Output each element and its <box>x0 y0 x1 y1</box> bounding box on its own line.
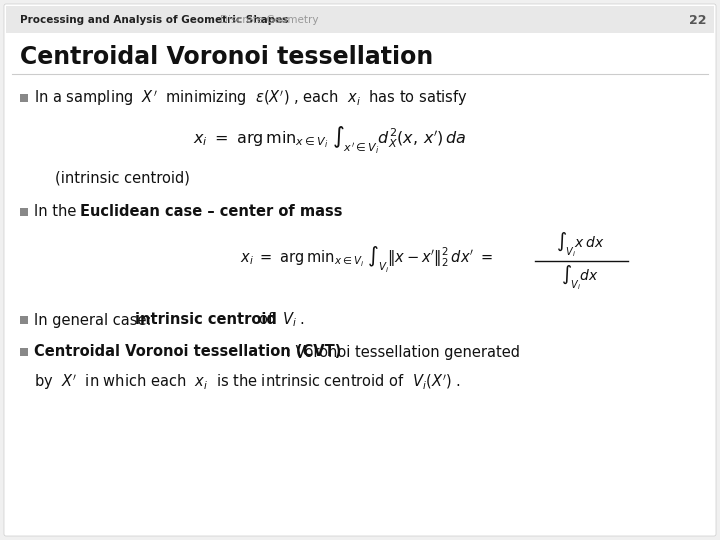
FancyBboxPatch shape <box>4 4 716 536</box>
Text: of  $V_i$ .: of $V_i$ . <box>254 310 305 329</box>
Text: In a sampling  $X'$  minimizing  $\varepsilon(X')$ , each  $x_i$  has to satisfy: In a sampling $X'$ minimizing $\varepsil… <box>34 88 468 108</box>
Text: $x_i \ = \ \mathrm{arg\,min}_{x \in V_i}\ \int_{x' \in V_i} d^2_X(x,\,x')\,da$: $x_i \ = \ \mathrm{arg\,min}_{x \in V_i}… <box>193 124 467 156</box>
Text: Centroidal Voronoi tessellation: Centroidal Voronoi tessellation <box>20 45 433 69</box>
Text: Processing and Analysis of Geometric Shapes: Processing and Analysis of Geometric Sha… <box>20 15 289 25</box>
Text: 22: 22 <box>688 14 706 26</box>
Text: Euclidean case – center of mass: Euclidean case – center of mass <box>80 205 343 219</box>
Text: Centroidal Voronoi tessellation (CVT): Centroidal Voronoi tessellation (CVT) <box>34 345 341 360</box>
Text: : Voronoi tessellation generated: : Voronoi tessellation generated <box>286 345 520 360</box>
Text: In general case:: In general case: <box>34 313 156 327</box>
Text: by  $X'$  in which each  $x_i$  is the intrinsic centroid of  $V_i(X')$ .: by $X'$ in which each $x_i$ is the intri… <box>34 372 461 392</box>
Text: intrinsic centroid: intrinsic centroid <box>135 313 277 327</box>
Text: $\int_{V_i} x\,dx$: $\int_{V_i} x\,dx$ <box>556 231 604 259</box>
Bar <box>20 316 28 324</box>
Bar <box>20 208 28 216</box>
Text: Discrete Geometry: Discrete Geometry <box>220 15 318 25</box>
Text: $x_i \ = \ \mathrm{arg\,min}_{x \in V_i}\ \int_{V_i} \|x - x'\|^2_2\,dx' \ = \ $: $x_i \ = \ \mathrm{arg\,min}_{x \in V_i}… <box>240 245 493 275</box>
Bar <box>20 94 28 102</box>
Text: In the: In the <box>34 205 86 219</box>
Bar <box>20 348 28 356</box>
Text: (intrinsic centroid): (intrinsic centroid) <box>55 171 190 186</box>
Text: $\int_{V_i} dx$: $\int_{V_i} dx$ <box>561 264 599 293</box>
Bar <box>6 6 714 33</box>
